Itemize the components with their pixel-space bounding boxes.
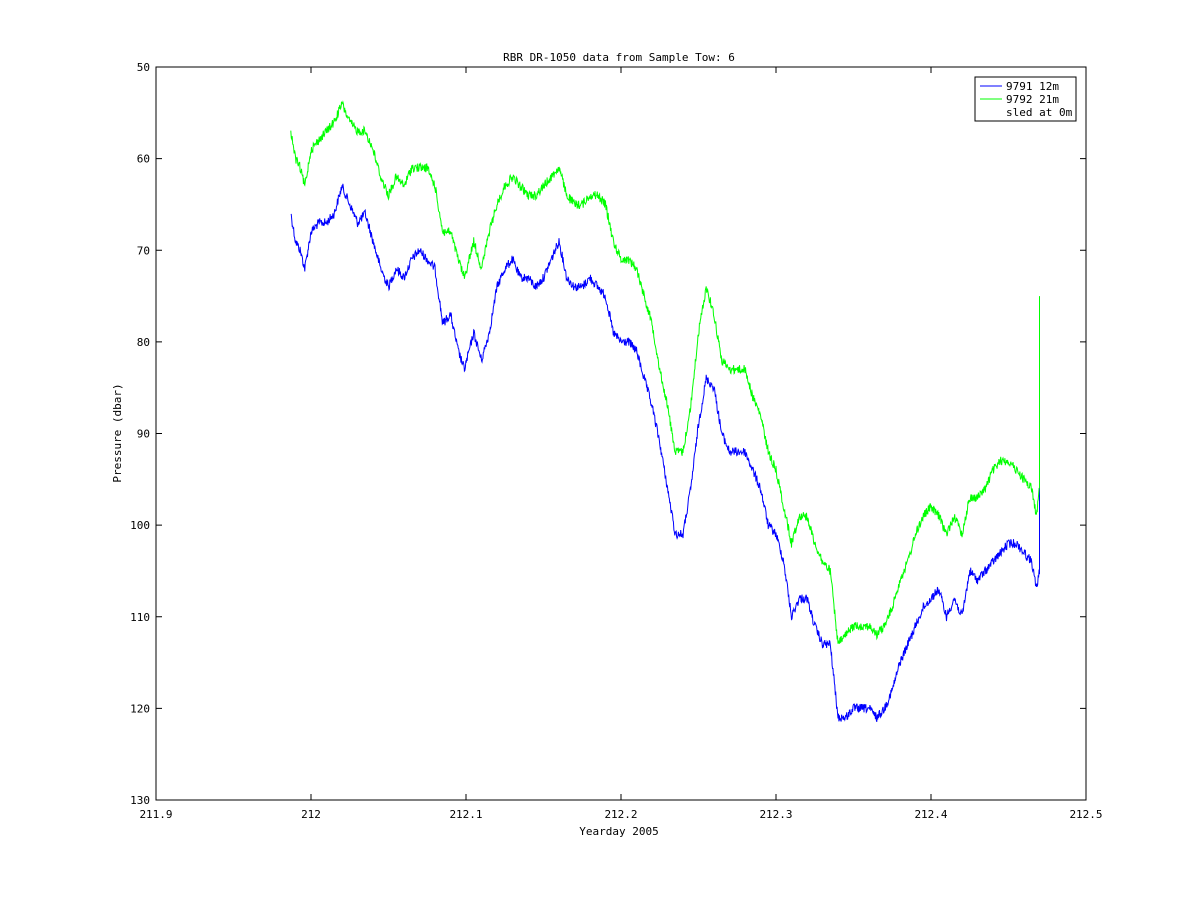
y-tick-label: 110 (130, 611, 150, 624)
series-line-2 (290, 100, 1040, 644)
legend-label: sled at 0m (1006, 106, 1073, 119)
y-tick-label: 120 (130, 702, 150, 715)
x-tick-label: 212.3 (759, 808, 792, 821)
y-axis-label: Pressure (dbar) (111, 383, 124, 482)
series-layer (290, 100, 1040, 723)
y-tick-label: 70 (137, 244, 150, 257)
chart-title: RBR DR-1050 data from Sample Tow: 6 (503, 51, 735, 64)
y-tick-label: 100 (130, 519, 150, 532)
legend-label: 9791 12m (1006, 80, 1059, 93)
x-tick-label: 211.9 (139, 808, 172, 821)
y-tick-label: 90 (137, 428, 150, 441)
legend-label: 9792 21m (1006, 93, 1059, 106)
x-tick-label: 212.4 (914, 808, 947, 821)
x-tick-label: 212.2 (604, 808, 637, 821)
axis-ticks: 211.9 212 212.1 212.2 212.3 212.4 212.5 50 60 70 8… (130, 61, 1102, 821)
y-tick-label: 60 (137, 153, 150, 166)
plot-frame (155, 66, 1087, 801)
y-tick-label: 130 (130, 794, 150, 807)
y-tick-label: 80 (137, 336, 150, 349)
x-tick-label: 212 (301, 808, 321, 821)
y-tick-label: 50 (137, 61, 150, 74)
x-tick-label: 212.5 (1069, 808, 1102, 821)
series-line-1 (290, 183, 1040, 723)
x-tick-label: 212.1 (449, 808, 482, 821)
x-axis-label: Yearday 2005 (579, 825, 658, 838)
